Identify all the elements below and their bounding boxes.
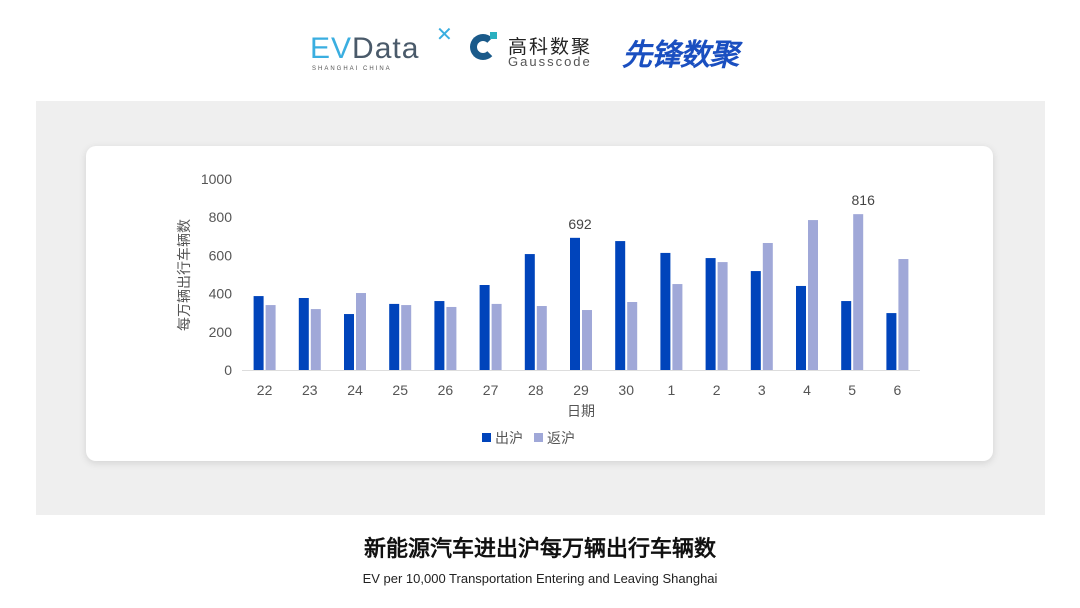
- legend-swatch: [482, 433, 491, 442]
- bar-return: [627, 302, 638, 370]
- bar-return: [491, 303, 502, 370]
- bar-exit: [705, 258, 716, 370]
- bar-exit: [796, 285, 806, 370]
- y-tick-label: 600: [209, 247, 233, 263]
- data-label: 816: [852, 192, 876, 208]
- evdata-logo-sub: SHANGHAI CHINA: [312, 66, 392, 72]
- bar-exit: [389, 303, 400, 370]
- bar-return: [446, 306, 457, 370]
- y-tick-label: 200: [209, 324, 233, 340]
- legend-label: 出沪: [495, 430, 523, 446]
- legend-label: 返沪: [547, 430, 575, 446]
- x-tick-label: 24: [347, 382, 363, 398]
- bar-exit: [253, 296, 264, 370]
- x-tick-label: 6: [894, 382, 902, 398]
- bar-return: [582, 310, 592, 370]
- x-tick-label: 28: [528, 382, 544, 398]
- y-tick-label: 0: [224, 362, 232, 378]
- evdata-logo: EVData ✕: [310, 24, 454, 65]
- y-axis-title: 每万辆出行车辆数: [176, 219, 192, 331]
- x-tick-label: 23: [302, 382, 318, 398]
- xianfeng-logo: 先锋数聚: [622, 39, 739, 72]
- logo-bar: EVData ✕ SHANGHAI CHINA 高科数聚 Gausscode 先锋…: [0, 24, 1080, 74]
- bar-exit: [570, 237, 580, 370]
- x-tick-label: 2: [713, 382, 721, 398]
- x-axis-title: 日期: [567, 403, 595, 419]
- bar-return: [762, 242, 773, 370]
- bar-return: [356, 293, 366, 370]
- bar-return: [310, 309, 321, 370]
- bar-exit: [660, 252, 671, 370]
- x-tick-label: 29: [573, 382, 589, 398]
- bar-return: [265, 305, 276, 370]
- bar-exit: [841, 301, 852, 370]
- gausscode-icon: [470, 34, 496, 60]
- x-tick-label: 5: [848, 382, 856, 398]
- y-tick-label: 400: [209, 286, 233, 302]
- page-title: 新能源汽车进出沪每万辆出行车辆数: [363, 536, 716, 561]
- y-tick-label: 800: [209, 209, 233, 225]
- bar-exit: [298, 297, 309, 370]
- bar-return: [898, 259, 909, 370]
- bar-return: [853, 214, 864, 370]
- legend-swatch: [534, 433, 543, 442]
- bar-exit: [524, 254, 535, 370]
- x-tick-label: 25: [392, 382, 408, 398]
- x-tick-label: 1: [668, 382, 676, 398]
- bar-exit: [479, 285, 490, 370]
- bar-exit: [615, 241, 626, 370]
- bar-exit: [344, 314, 354, 370]
- bar-exit: [886, 313, 897, 370]
- gausscode-cn: 高科数聚: [508, 37, 593, 58]
- bar-exit: [434, 301, 445, 370]
- page-subtitle: EV per 10,000 Transportation Entering an…: [362, 571, 718, 586]
- bar-exit: [750, 271, 761, 370]
- x-tick-label: 22: [257, 382, 273, 398]
- x-tick-label: 26: [438, 382, 454, 398]
- bar-return: [401, 305, 412, 370]
- bar-return: [717, 262, 728, 370]
- bar-return: [672, 284, 683, 370]
- x-tick-label: 4: [803, 382, 811, 398]
- bar-return: [536, 306, 547, 370]
- x-tick-label: 30: [618, 382, 634, 398]
- x-tick-label: 27: [483, 382, 499, 398]
- data-label: 692: [568, 216, 592, 232]
- bar-return: [808, 220, 818, 370]
- gausscode-en: Gausscode: [508, 54, 592, 69]
- y-tick-label: 1000: [201, 171, 232, 187]
- x-tick-label: 3: [758, 382, 766, 398]
